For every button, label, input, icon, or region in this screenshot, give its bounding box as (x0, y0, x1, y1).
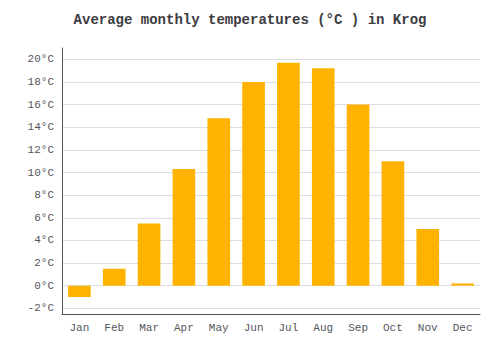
svg-text:8°C: 8°C (34, 189, 54, 201)
svg-text:2°C: 2°C (34, 257, 54, 269)
svg-text:Dec: Dec (453, 322, 473, 334)
svg-text:Oct: Oct (383, 322, 403, 334)
svg-text:18°C: 18°C (28, 76, 55, 88)
svg-text:12°C: 12°C (28, 144, 55, 156)
svg-text:Apr: Apr (174, 322, 194, 334)
svg-text:16°C: 16°C (28, 99, 55, 111)
svg-text:May: May (209, 322, 229, 334)
svg-text:Average monthly temperatures (: Average monthly temperatures (°C ) in Kr… (74, 12, 427, 28)
svg-text:Mar: Mar (139, 322, 159, 334)
svg-text:0°C: 0°C (34, 280, 54, 292)
svg-text:Jan: Jan (70, 322, 90, 334)
svg-text:Sep: Sep (348, 322, 368, 334)
svg-text:20°C: 20°C (28, 53, 55, 65)
svg-text:Feb: Feb (104, 322, 124, 334)
svg-text:6°C: 6°C (34, 212, 54, 224)
svg-text:-2°C: -2°C (28, 302, 55, 314)
svg-text:14°C: 14°C (28, 121, 55, 133)
svg-text:Aug: Aug (313, 322, 333, 334)
svg-text:4°C: 4°C (34, 234, 54, 246)
svg-text:Jun: Jun (244, 322, 264, 334)
svg-text:10°C: 10°C (28, 167, 55, 179)
svg-text:Jul: Jul (279, 322, 299, 334)
svg-text:Nov: Nov (418, 322, 438, 334)
